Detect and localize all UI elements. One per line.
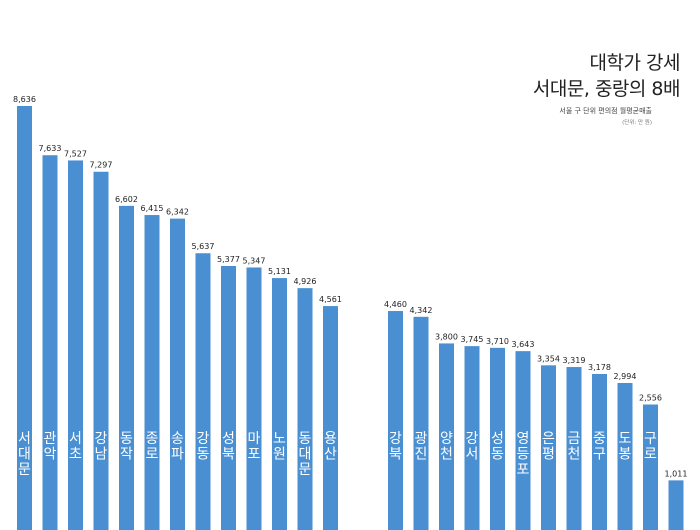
value-label-구로: 2,556	[639, 394, 662, 403]
value-label-중구: 3,178	[588, 363, 611, 372]
bar-동대문	[297, 288, 313, 530]
value-label-서대문: 8,636	[13, 95, 36, 104]
bar-서대문	[17, 106, 32, 530]
chart-title-line-2: 서대문, 중랑의 8배	[532, 78, 681, 100]
value-label-중랑: 1,011	[665, 469, 688, 478]
bar-강남	[93, 171, 109, 530]
value-label-강남: 7,297	[90, 161, 113, 170]
value-label-도봉: 2,994	[614, 372, 637, 381]
bar-광진	[413, 316, 429, 530]
value-label-용산: 4,561	[319, 295, 342, 304]
value-label-은평: 3,354	[537, 354, 560, 363]
bar-중랑	[668, 480, 684, 530]
bar-노원	[272, 278, 287, 530]
value-label-송파: 6,342	[166, 208, 189, 217]
value-label-강서: 3,745	[461, 335, 484, 344]
bar-강서	[464, 346, 480, 530]
value-label-성동: 3,710	[486, 337, 509, 346]
bar-구로	[643, 404, 658, 530]
bar-동작	[119, 205, 134, 530]
bar-강북	[388, 311, 403, 530]
bar-은평	[541, 365, 556, 530]
value-label-양천: 3,800	[435, 332, 458, 341]
chart-title-line-1: 대학가 강세	[589, 52, 681, 74]
bar-종로	[144, 215, 160, 530]
bar-강동	[195, 253, 211, 530]
bar-송파	[170, 218, 185, 530]
value-label-노원: 5,131	[268, 267, 291, 276]
value-label-강북: 4,460	[384, 300, 407, 309]
value-label-동작: 6,602	[115, 195, 138, 204]
chart-subtitle: 서울 구 단위 편의점 월평균매출	[559, 107, 652, 115]
bar-성동	[490, 347, 505, 530]
value-label-금천: 3,319	[563, 356, 586, 365]
bar-용산	[323, 306, 338, 530]
value-label-광진: 4,342	[410, 306, 433, 315]
value-label-성북: 5,377	[217, 255, 240, 264]
bar-마포	[246, 267, 262, 530]
value-label-영등포: 3,643	[512, 340, 535, 349]
bar-금천	[566, 367, 582, 530]
value-label-관악: 7,633	[39, 144, 62, 153]
value-label-종로: 6,415	[141, 204, 164, 213]
bar-서초	[68, 160, 83, 530]
bar-성북	[221, 266, 236, 530]
value-label-강동: 5,637	[192, 242, 215, 251]
bar-양천	[439, 343, 454, 530]
bar-도봉	[617, 383, 633, 530]
bar-중구	[592, 373, 607, 530]
value-label-서초: 7,527	[64, 149, 87, 158]
bar-영등포	[515, 351, 531, 530]
value-label-마포: 5,347	[243, 256, 266, 265]
value-label-동대문: 4,926	[294, 277, 317, 286]
bar-관악	[42, 155, 58, 530]
chart-unit-note: (단위: 만 원)	[622, 120, 652, 126]
